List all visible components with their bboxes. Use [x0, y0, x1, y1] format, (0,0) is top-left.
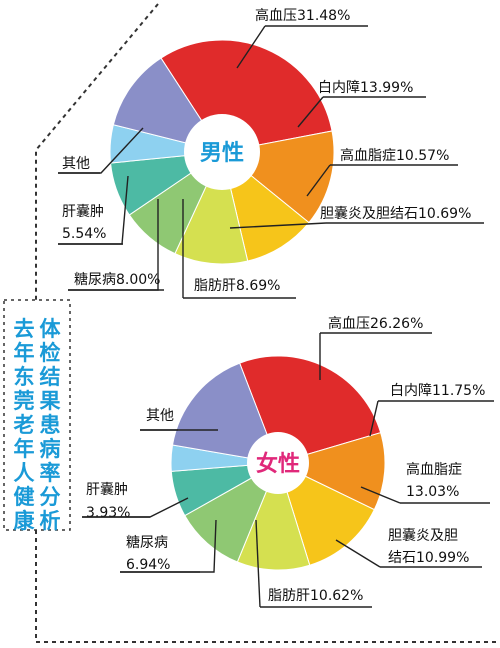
pie-slice-胆囊炎及胆结石: [174, 150, 249, 265]
leader-line: [306, 164, 331, 197]
slice-label: 高血压26.26%: [328, 315, 423, 332]
slice-label: 6.94%: [126, 557, 170, 573]
title-column-1: 去年东莞老年人健康: [12, 317, 36, 533]
slice-label: 其他: [146, 408, 174, 424]
dashed-frame: [3, 3, 498, 643]
slice-label: 肝囊肿: [86, 481, 128, 498]
slice-label: 3.93%: [86, 505, 130, 521]
leader-line: [255, 519, 261, 608]
slice-label: 白内障11.75%: [390, 383, 485, 399]
pie-chart-1: 男性 高血压31.48% 白内障13.99% 高血脂症10.57% 胆囊炎及胆结石10.…: [58, 7, 484, 299]
slice-label: 肝囊肿: [62, 203, 104, 220]
slice-label: 结石10.99%: [388, 550, 469, 566]
title-column-2: 体检结果患病率分析: [38, 317, 62, 533]
slice-label: 胆囊炎及胆结石10.69%: [320, 205, 471, 222]
leader-line: [369, 400, 379, 437]
pie-slice-白内障: [276, 432, 386, 511]
slice-label: 白内障13.99%: [318, 80, 413, 96]
slice-label: 胆囊炎及胆: [388, 527, 458, 544]
pie-center-title: 男性: [200, 141, 244, 166]
leader-line: [335, 539, 381, 568]
pie-slice-脂肪肝: [184, 461, 280, 563]
leader-line: [360, 486, 401, 504]
pie-slice-其他: [171, 362, 279, 464]
pie-chart-2: 女性 高血压26.26% 白内障11.75% 高血脂症 13.03% 胆囊炎及胆结石10.…: [82, 315, 494, 608]
leader-line: [229, 222, 327, 229]
slice-label: 高血压31.48%: [255, 7, 350, 24]
slice-label: 脂肪肝10.62%: [268, 588, 363, 604]
slice-label: 脂肪肝8.69%: [194, 278, 280, 294]
pie-center-title: 女性: [256, 451, 300, 477]
slice-label: 高血脂症10.57%: [340, 147, 449, 164]
pie-slice-胆囊炎及胆结石: [236, 461, 311, 571]
frame-upper-line: [35, 3, 159, 300]
slice-label: 糖尿病8.00%: [74, 272, 160, 288]
slice-label: 5.54%: [62, 226, 106, 242]
frame-lower-line: [35, 530, 498, 643]
pie-slice-高血压: [160, 39, 333, 153]
title-frame: [3, 299, 71, 531]
pie-center-hole: [247, 432, 309, 494]
slice-label: 13.03%: [406, 484, 459, 500]
slice-label: 其他: [62, 156, 90, 172]
slice-label: 糖尿病: [126, 535, 168, 551]
slice-label: 高血脂症: [406, 461, 462, 478]
leader-line: [297, 96, 324, 128]
leader-line: [236, 25, 266, 69]
title-line-1: 去年东莞老年人健康: [13, 317, 35, 533]
pie-center-hole: [184, 114, 260, 190]
title-line-2: 体检结果患病率分析: [39, 317, 61, 533]
